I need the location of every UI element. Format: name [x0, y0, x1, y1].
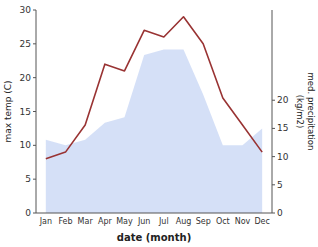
y2-tick-label: 10: [277, 152, 289, 162]
x-tick-label: May: [116, 217, 133, 226]
y-tick: [33, 111, 36, 112]
y-tick-label: 0: [25, 208, 31, 218]
y2-tick: [272, 128, 275, 129]
y-tick: [33, 77, 36, 78]
y2-tick-label: 0: [277, 208, 283, 218]
x-tick-label: Dec: [254, 217, 269, 226]
y2-tick: [272, 213, 275, 214]
y2-axis-line: [272, 10, 273, 213]
x-tick-label: Oct: [216, 217, 230, 226]
y-tick: [33, 145, 36, 146]
x-tick-label: Feb: [58, 217, 72, 226]
x-tick-label: Apr: [98, 217, 113, 226]
y-tick: [33, 179, 36, 180]
y2-axis-label-line: med. precipitation: [306, 73, 316, 151]
y2-tick: [272, 100, 275, 101]
y-tick-label: 20: [20, 73, 32, 83]
y2-tick: [272, 184, 275, 185]
x-axis-line: [36, 213, 272, 214]
chart-svg: 0 5 10 15 20 25 30 0 5 10 15 20 Jan Feb Mar AprMay Jun Ju…: [0, 0, 318, 247]
y2-axis-label-line: (kg/m2): [295, 95, 305, 129]
plot-area: [46, 17, 262, 213]
y2-tick-label: 15: [277, 123, 288, 133]
x-tick-label: Nov: [235, 217, 251, 226]
x-tick-label: Aug: [176, 217, 192, 226]
x-tick-label: Jan: [39, 217, 52, 226]
y-tick: [33, 43, 36, 44]
precip-area: [46, 49, 262, 213]
y2-axis-label: med. precipitation(kg/m2): [295, 73, 316, 151]
y-tick-label: 30: [20, 5, 32, 15]
y-tick: [33, 10, 36, 11]
y-axis-label: max temp (C): [3, 80, 13, 142]
y2-tick: [272, 156, 275, 157]
y-tick-label: 10: [20, 140, 32, 150]
x-tick-label: Jun: [137, 217, 151, 226]
y-tick-label: 5: [25, 174, 31, 184]
y-tick-label: 25: [20, 39, 31, 49]
temp-line: [46, 17, 262, 159]
y-tick: [33, 213, 36, 214]
x-tick-label: Mar: [78, 217, 94, 226]
x-axis-label: date (month): [117, 232, 191, 243]
chart-root: 0 5 10 15 20 25 30 0 5 10 15 20 Jan Feb Mar AprMay Jun Ju…: [0, 0, 318, 247]
x-tick-label: Jul: [158, 217, 169, 226]
x-tick-label: Sep: [196, 217, 211, 226]
y2-tick-label: 20: [277, 95, 289, 105]
y2-tick-label: 5: [277, 180, 283, 190]
y-tick-label: 15: [20, 107, 31, 117]
